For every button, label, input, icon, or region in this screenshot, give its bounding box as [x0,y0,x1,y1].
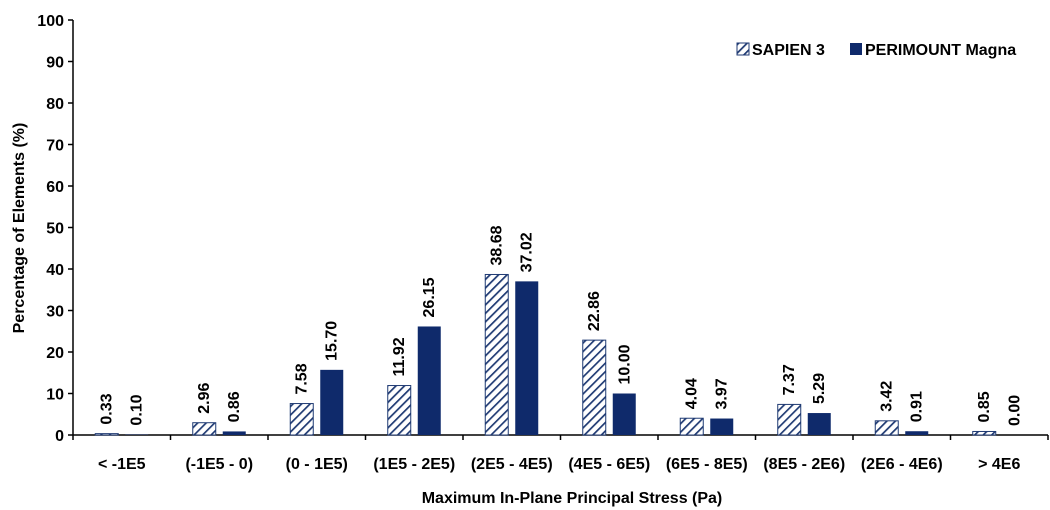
x-tick-label: < -1E5 [98,456,146,473]
bar-sapien3 [874,420,899,436]
bar-sapien3 [582,339,607,436]
data-label-sapien3: 38.68 [489,225,506,265]
data-label-sapien3: 2.96 [196,382,213,413]
bar-perimount [612,393,636,435]
legend-swatch-perimount [850,43,862,55]
bar-perimount [905,431,929,435]
data-label-perimount: 5.29 [811,373,828,404]
data-label-perimount: 0.91 [909,391,926,422]
plot-area: 0 10 20 30 40 50 60 70 80 90 100 < -1E5 0.33 0.10 (-1E… [37,13,1049,473]
bar-sapien3 [94,433,119,436]
x-tick-label: (1E5 - 2E5) [373,456,455,473]
x-tick-label: (8E5 - 2E6) [763,456,845,473]
x-tick-label: (2E6 - 4E6) [861,456,943,473]
bar-perimount [417,326,441,435]
data-label-sapien3: 4.04 [684,378,701,409]
bar-sapien3 [192,422,217,436]
data-label-perimount: 15.70 [324,321,341,361]
y-tick-label: 80 [46,96,64,113]
x-tick-label: > 4E6 [978,456,1020,473]
data-label-sapien3: 0.85 [976,391,993,422]
y-tick-label: 10 [46,387,64,404]
bar-sapien3 [777,403,802,436]
x-tick-label: (0 - 1E5) [286,456,348,473]
data-label-perimount: 26.15 [421,277,438,317]
y-tick-label: 40 [46,262,64,279]
x-tick-label: (-1E5 - 0) [185,456,253,473]
bar-perimount [515,281,539,435]
y-tick-label: 30 [46,304,64,321]
data-label-sapien3: 0.33 [99,393,116,424]
y-tick-label: 60 [46,179,64,196]
data-label-sapien3: 3.42 [879,381,896,412]
x-tick-label: (4E5 - 6E5) [568,456,650,473]
y-tick-label: 20 [46,345,64,362]
legend-swatch-sapien3 [736,42,750,56]
legend-label-perimount: PERIMOUNT Magna [865,42,1016,59]
data-label-perimount: 0.86 [226,391,243,422]
data-label-perimount: 3.97 [714,378,731,409]
legend-label-sapien3: SAPIEN 3 [752,42,825,59]
y-tick-label: 0 [55,428,64,445]
data-label-sapien3: 11.92 [391,337,408,376]
bar-sapien3 [484,273,509,436]
y-tick-label: 90 [46,55,64,72]
data-label-perimount: 37.02 [519,232,536,272]
bar-sapien3 [679,417,704,436]
data-label-perimount: 10.00 [616,344,633,384]
data-label-sapien3: 22.86 [586,291,603,331]
data-label-sapien3: 7.58 [294,363,311,394]
x-tick-label: (2E5 - 4E5) [471,456,553,473]
bar-perimount [807,413,831,435]
bar-perimount [320,369,344,435]
y-tick-label: 70 [46,138,64,155]
bar-sapien3 [289,403,314,436]
bar-perimount [222,431,246,435]
y-axis-title: Percentage of Elements (%) [11,123,28,334]
data-label-sapien3: 7.37 [781,364,798,395]
y-tick-label: 100 [37,13,64,30]
y-tick-label: 50 [46,221,64,238]
bar-perimount [710,418,734,435]
x-tick-label: (6E5 - 8E5) [666,456,748,473]
bar-sapien3 [387,385,412,436]
x-axis-title: Maximum In-Plane Principal Stress (Pa) [422,490,723,507]
data-label-perimount: 0.10 [129,394,146,425]
legend: SAPIEN 3 PERIMOUNT Magna [736,42,1016,59]
data-label-perimount: 0.00 [1006,395,1023,426]
bar-sapien3 [972,430,997,436]
